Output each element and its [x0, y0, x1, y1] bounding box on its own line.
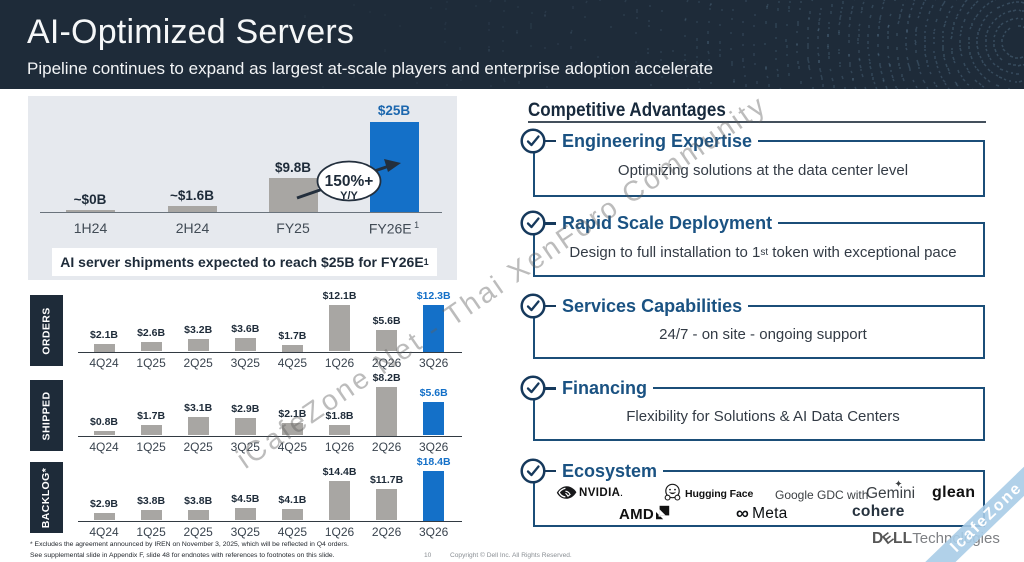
svg-text:150%+: 150%+ [325, 173, 374, 190]
svg-text:Y/Y: Y/Y [340, 190, 358, 202]
